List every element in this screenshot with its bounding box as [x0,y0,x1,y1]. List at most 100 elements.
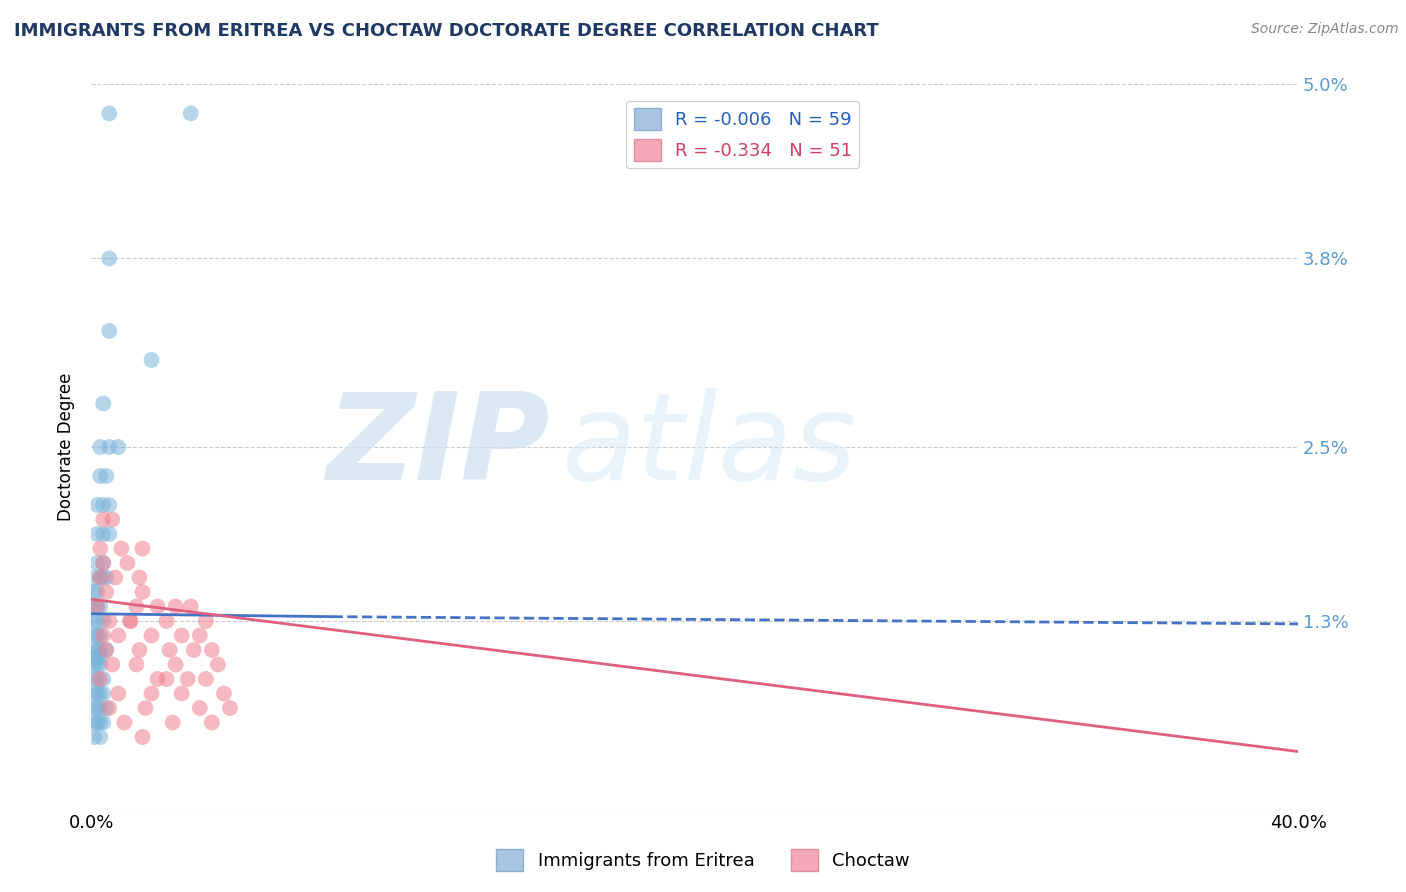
Point [170,628,193,642]
Point [83,657,105,672]
Point [165,599,187,614]
Point [89,643,111,657]
Point [86,650,108,665]
Point [86,599,108,614]
Point [188,628,211,642]
Point [107,440,129,454]
Point [86,715,108,730]
Point [83,672,105,686]
Point [117,556,139,570]
Point [98,614,121,628]
Point [98,252,121,266]
Point [83,570,105,584]
Point [96,643,118,657]
Point [86,701,108,715]
Point [91,614,114,628]
Point [91,512,114,526]
Point [89,469,111,483]
Point [83,628,105,642]
Point [141,628,163,642]
Point [83,585,105,599]
Point [91,527,114,541]
Point [162,715,184,730]
Point [128,643,150,657]
Point [125,657,148,672]
Point [83,715,105,730]
Point [201,643,224,657]
Point [86,527,108,541]
Point [201,715,224,730]
Point [83,599,105,614]
Point [177,672,200,686]
Point [86,585,108,599]
Point [131,730,153,744]
Point [146,672,169,686]
Point [86,614,108,628]
Point [91,672,114,686]
Point [219,701,242,715]
Point [86,672,108,686]
Point [89,715,111,730]
Point [89,599,111,614]
Point [131,585,153,599]
Point [125,599,148,614]
Point [98,701,121,715]
Point [104,570,127,584]
Point [98,498,121,512]
Point [83,643,105,657]
Point [131,541,153,556]
Point [91,686,114,700]
Point [112,715,135,730]
Point [159,643,181,657]
Point [96,701,118,715]
Point [86,628,108,642]
Point [212,686,235,700]
Point [141,686,163,700]
Point [155,672,177,686]
Point [98,440,121,454]
Point [98,324,121,338]
Point [96,585,118,599]
Point [86,556,108,570]
Point [207,657,229,672]
Point [110,541,132,556]
Point [89,650,111,665]
Point [83,650,105,665]
Point [89,730,111,744]
Point [91,556,114,570]
Point [83,614,105,628]
Text: IMMIGRANTS FROM ERITREA VS CHOCTAW DOCTORATE DEGREE CORRELATION CHART: IMMIGRANTS FROM ERITREA VS CHOCTAW DOCTO… [14,22,879,40]
Text: ZIP: ZIP [326,389,550,506]
Point [89,570,111,584]
Point [83,701,105,715]
Point [86,686,108,700]
Point [107,628,129,642]
Point [96,570,118,584]
Point [107,686,129,700]
Text: atlas: atlas [562,389,858,506]
Point [89,672,111,686]
Point [91,556,114,570]
Point [91,628,114,642]
Point [120,614,142,628]
Point [98,527,121,541]
Point [180,106,202,120]
Point [86,599,108,614]
Legend: R = -0.006   N = 59, R = -0.334   N = 51: R = -0.006 N = 59, R = -0.334 N = 51 [626,101,859,169]
Point [83,686,105,700]
Point [141,353,163,368]
Point [89,541,111,556]
Point [194,672,217,686]
Point [188,701,211,715]
Point [134,701,156,715]
Point [89,440,111,454]
Point [170,686,193,700]
Point [146,599,169,614]
Point [96,643,118,657]
Point [86,498,108,512]
Point [91,396,114,410]
Point [128,570,150,584]
Point [83,730,105,744]
Point [89,657,111,672]
Point [101,657,124,672]
